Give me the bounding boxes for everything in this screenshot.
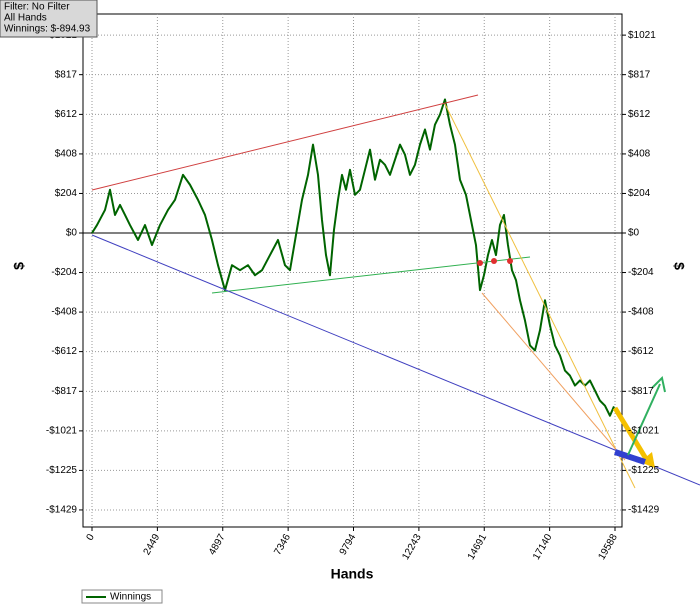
filter-text: Winnings: $-894.93 (4, 24, 91, 35)
legend-label: Winnings (110, 592, 151, 603)
y2-tick-label: -$817 (628, 386, 654, 397)
arrow-head (640, 452, 655, 468)
y-tick-label: $408 (55, 149, 78, 160)
y-tick-label: -$1429 (46, 505, 78, 516)
y-tick-label: $612 (55, 109, 78, 120)
trend-line (91, 234, 700, 486)
marker-dot (477, 260, 483, 266)
y2-tick-label: -$1225 (628, 465, 660, 476)
filter-box (0, 0, 98, 38)
y-tick-label: -$1021 (46, 426, 78, 437)
legend (81, 589, 163, 604)
marker-dot (507, 258, 513, 264)
plot-frame (82, 13, 623, 528)
y-tick-label: -$1225 (46, 465, 78, 476)
y2-tick-label: $612 (628, 109, 651, 120)
y-tick-label: $817 (55, 69, 78, 80)
arrow-head (651, 375, 666, 393)
filter-text: Filter: No Filter (4, 2, 70, 13)
series-line (91, 98, 615, 417)
arrow (614, 449, 646, 465)
trend-line (444, 103, 636, 489)
y2-tick-label: -$1021 (628, 426, 660, 437)
y2-tick-label: -$612 (628, 346, 654, 357)
arrow (627, 383, 661, 456)
filter-text: All Hands (4, 13, 47, 24)
y2-tick-label: $204 (628, 188, 651, 199)
y2-tick-label: -$1429 (628, 505, 660, 516)
y-tick-label: $204 (55, 188, 78, 199)
marker-dot (491, 258, 497, 264)
x-axis-title: Hands (331, 566, 374, 582)
x-tick-label: 0 (85, 532, 98, 543)
y2-tick-label: $817 (628, 69, 651, 80)
trend-lines (91, 94, 700, 489)
y2-axis-title: $ (671, 262, 687, 270)
y-tick-label: $0 (66, 228, 78, 239)
y-tick-label: -$817 (51, 386, 77, 397)
y2-tick-label: -$408 (628, 307, 654, 318)
data (83, 98, 622, 417)
y2-tick-label: $408 (628, 149, 651, 160)
y2-tick-label: $1021 (628, 30, 656, 41)
y-tick-label: -$408 (51, 307, 77, 318)
trend-line (481, 292, 626, 461)
y-axis-title: $ (11, 262, 27, 270)
y2-tick-label: $0 (628, 228, 640, 239)
y-tick-label: -$612 (51, 346, 77, 357)
arrow (612, 406, 651, 464)
y-tick-label: -$204 (51, 267, 77, 278)
y2-tick-label: -$204 (628, 267, 654, 278)
trend-line (91, 94, 479, 191)
